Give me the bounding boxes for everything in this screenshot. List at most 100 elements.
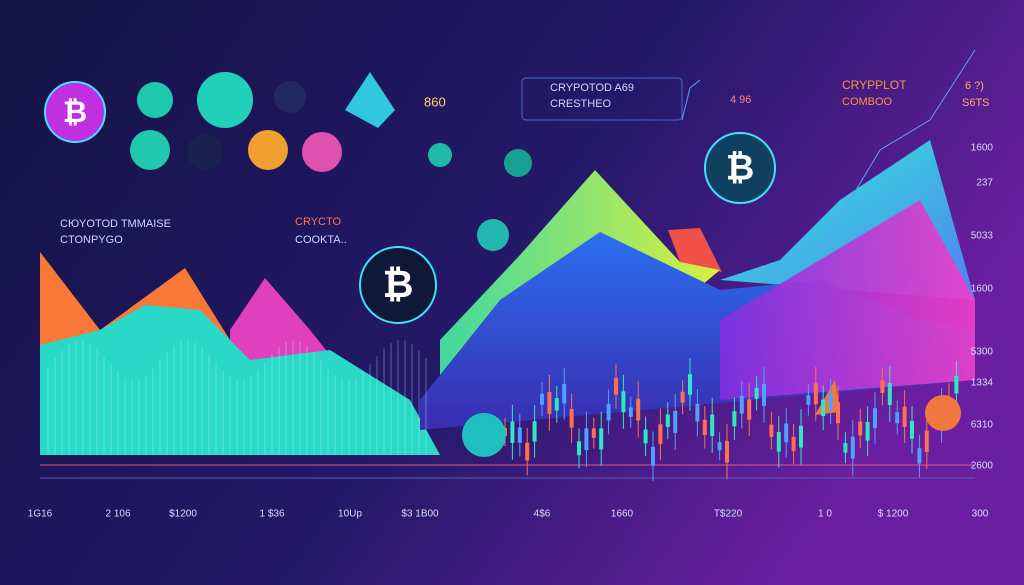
candle [695,403,700,422]
candle [517,427,522,443]
coin [44,81,106,143]
candle [739,395,744,414]
icon [345,72,395,128]
candle [717,442,722,451]
candle [954,375,959,394]
coin [248,130,288,170]
candle [747,399,752,420]
candle [828,393,833,410]
candle [673,410,678,433]
candle [591,428,596,438]
coin [274,81,306,113]
candle [910,421,914,439]
candle [754,387,759,399]
area [720,200,975,400]
axis-label: 10Up [338,509,362,520]
candle [702,419,707,436]
axis-label: 2600 [971,461,994,472]
badge: 860 [424,94,446,109]
coin [359,246,437,324]
candle [858,421,863,436]
candle [902,406,907,427]
axis-label: 5300 [971,347,994,358]
axis-label: 1 0 [818,509,832,520]
coin [925,395,961,431]
candle [843,443,848,453]
axis-label: T$220 [714,509,743,520]
candle [577,441,581,456]
candle [873,408,877,428]
note: 4 96 [730,94,751,106]
candle [643,429,648,444]
candle [776,432,781,452]
axis-label: 5033 [971,231,994,242]
panel-subtitle: COOKTA.. [295,234,347,246]
candle [532,421,537,442]
label-box [521,77,683,121]
candle [665,414,670,427]
candle [614,378,618,395]
tag: S6TS [962,97,990,109]
candle [813,383,818,405]
axis-label: 237 [976,178,993,189]
candle [525,442,530,461]
coin [428,143,452,167]
coin [187,134,223,170]
candle [836,402,840,424]
candle [732,411,737,427]
candle [651,446,655,466]
panel-title: CRYCTO [295,216,341,228]
candle [821,399,826,417]
coin [704,132,776,204]
coin [137,82,173,118]
candle [710,414,715,437]
coin [130,130,170,170]
axis-label: 6310 [971,420,994,431]
candle [762,383,766,406]
candle [510,421,515,443]
charts [40,49,976,481]
candle [924,430,929,452]
candle [547,391,552,414]
header-title: CRYPOTOD A69 [550,82,634,94]
area [668,228,722,272]
candle [680,391,685,403]
candle [917,448,922,464]
axis-label: 2 106 [105,509,130,520]
candle [799,425,803,448]
candle [569,408,574,428]
axis-label: $1200 [169,509,197,520]
candle [880,380,885,393]
header-subtitle: CRESTHEO [550,98,612,110]
candle [806,395,811,405]
coin [504,149,532,177]
candle [850,436,855,459]
candle [636,398,641,421]
candle [791,436,796,451]
axis-label: 1660 [611,509,634,520]
candle [599,428,604,450]
labels: CRYPOTOD A69 CRESTHEO 860 CRYPPLOT COMBO… [28,78,994,519]
coin-symbol: ₿ [63,96,87,129]
axis-label: $3 1B00 [401,509,439,520]
panel-subtitle: CTONPYGO [60,234,123,246]
panel-title: CЮYOTOD TMMAISE [60,218,171,230]
axis-label: 4$6 [534,509,551,520]
axis-label: $ 1200 [878,509,909,520]
coin [197,72,253,128]
candle [784,423,789,443]
candle [658,424,663,444]
axis-label: 300 [972,509,989,520]
panel-title: CRYPPLOT [842,78,907,92]
axis-label: 1 $36 [259,509,284,520]
axis-label: 1334 [971,378,994,389]
candle [584,428,589,451]
code: 6 ?) [965,80,984,92]
candle [554,398,559,411]
trend-line [819,49,976,251]
candle [887,383,892,405]
panel-subtitle: COMBOO [842,96,893,108]
candle [562,383,567,404]
coin-symbol: ₿ [726,148,755,187]
